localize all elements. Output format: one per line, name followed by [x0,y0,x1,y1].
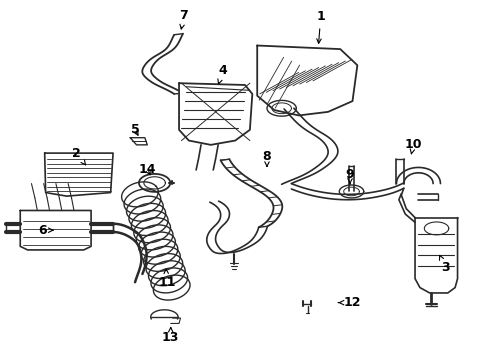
Text: 9: 9 [346,168,354,184]
Text: 7: 7 [179,9,188,29]
Text: 1: 1 [317,10,325,43]
Text: 3: 3 [440,255,450,274]
Polygon shape [257,45,357,116]
Text: 8: 8 [263,150,271,166]
Polygon shape [45,153,113,196]
Polygon shape [20,211,91,250]
Polygon shape [179,83,252,145]
Text: 11: 11 [158,269,175,289]
Text: 2: 2 [72,147,86,165]
Text: 5: 5 [131,123,140,136]
Text: 13: 13 [162,328,179,344]
Text: 4: 4 [218,64,227,84]
Text: 10: 10 [405,138,422,154]
Polygon shape [415,218,458,293]
Text: 6: 6 [38,224,53,237]
Text: 12: 12 [338,296,361,309]
Text: 14: 14 [139,163,156,176]
